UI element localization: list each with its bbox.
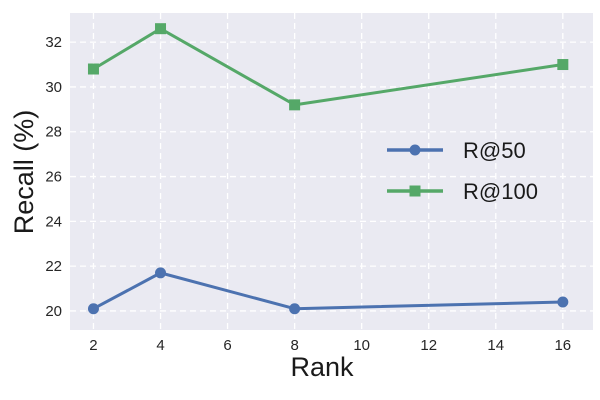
y-axis-label: Recall (%) [9, 110, 39, 235]
x-axis-label: Rank [290, 352, 354, 382]
plot-background [70, 13, 593, 330]
series-layer [87, 23, 569, 315]
x-tick-label: 2 [89, 337, 97, 354]
series-line-0 [91, 271, 565, 311]
x-tick-label: 14 [487, 337, 504, 354]
data-point-circle [87, 303, 99, 315]
y-tick-label: 22 [45, 258, 62, 275]
y-tick-label: 32 [45, 34, 62, 51]
y-tick-label: 30 [45, 79, 62, 96]
plot-area [70, 13, 593, 330]
legend-label: R@100 [463, 179, 538, 204]
x-tick-label: 6 [223, 337, 231, 354]
legend: R@50 R@100 [387, 138, 538, 204]
data-point-square [289, 99, 301, 111]
x-tick-label: 8 [290, 337, 298, 354]
legend-marker-circle [409, 144, 421, 156]
data-point-circle [155, 267, 167, 279]
y-tick-label: 20 [45, 303, 62, 320]
y-tick-label: 24 [45, 213, 62, 230]
x-tick-label: 12 [420, 337, 437, 354]
data-point-square [155, 23, 167, 35]
legend-marker-square [409, 185, 421, 197]
y-tick-labels: 20 22 24 26 28 30 32 [45, 34, 62, 320]
x-tick-label: 16 [554, 337, 571, 354]
x-tick-label: 10 [353, 337, 370, 354]
x-tick-labels: 2 4 6 8 10 12 14 16 [89, 337, 571, 354]
data-point-square [87, 63, 99, 75]
legend-label: R@50 [463, 138, 526, 163]
data-point-circle [557, 296, 569, 308]
x-tick-label: 4 [156, 337, 164, 354]
y-tick-label: 26 [45, 169, 62, 186]
data-point-square [557, 59, 569, 71]
series-line-1 [91, 27, 565, 107]
y-tick-label: 28 [45, 124, 62, 141]
data-point-circle [289, 303, 301, 315]
